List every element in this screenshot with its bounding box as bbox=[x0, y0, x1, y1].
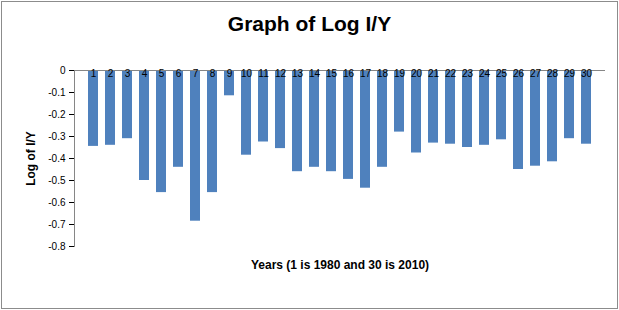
svg-text:20: 20 bbox=[411, 68, 423, 79]
svg-text:12: 12 bbox=[275, 68, 287, 79]
svg-text:13: 13 bbox=[292, 68, 304, 79]
svg-text:18: 18 bbox=[377, 68, 389, 79]
svg-text:19: 19 bbox=[394, 68, 406, 79]
svg-text:4: 4 bbox=[142, 68, 148, 79]
svg-text:16: 16 bbox=[343, 68, 355, 79]
svg-text:2: 2 bbox=[108, 68, 114, 79]
svg-text:25: 25 bbox=[496, 68, 508, 79]
svg-text:-0.7: -0.7 bbox=[48, 219, 66, 230]
svg-text:5: 5 bbox=[159, 68, 165, 79]
svg-text:-0.5: -0.5 bbox=[48, 175, 66, 186]
svg-text:10: 10 bbox=[241, 68, 253, 79]
svg-text:15: 15 bbox=[326, 68, 338, 79]
svg-text:14: 14 bbox=[309, 68, 321, 79]
svg-text:-0.3: -0.3 bbox=[48, 131, 66, 142]
svg-text:Years (1 is 1980 and 30 is 201: Years (1 is 1980 and 30 is 2010) bbox=[251, 258, 429, 272]
svg-text:29: 29 bbox=[564, 68, 576, 79]
svg-text:26: 26 bbox=[513, 68, 525, 79]
svg-text:-0.4: -0.4 bbox=[48, 153, 66, 164]
svg-text:-0.8: -0.8 bbox=[48, 241, 66, 252]
svg-text:Log of I/Y: Log of I/Y bbox=[24, 131, 38, 186]
svg-text:1: 1 bbox=[91, 68, 97, 79]
svg-text:-0.6: -0.6 bbox=[48, 197, 66, 208]
svg-text:21: 21 bbox=[428, 68, 440, 79]
svg-text:27: 27 bbox=[530, 68, 542, 79]
svg-text:11: 11 bbox=[258, 68, 269, 79]
svg-text:3: 3 bbox=[125, 68, 131, 79]
svg-text:7: 7 bbox=[193, 68, 199, 79]
svg-text:6: 6 bbox=[176, 68, 182, 79]
svg-text:17: 17 bbox=[360, 68, 372, 79]
svg-text:0: 0 bbox=[60, 65, 66, 76]
svg-text:8: 8 bbox=[210, 68, 216, 79]
svg-text:23: 23 bbox=[462, 68, 474, 79]
svg-text:24: 24 bbox=[479, 68, 491, 79]
html-text:Graph of Log I/Y: Graph of Log I/Y bbox=[227, 12, 392, 35]
svg-text:-0.1: -0.1 bbox=[48, 87, 66, 98]
svg-text:-0.2: -0.2 bbox=[48, 109, 66, 120]
svg-text:30: 30 bbox=[581, 68, 593, 79]
svg-text:28: 28 bbox=[547, 68, 559, 79]
svg-text:22: 22 bbox=[445, 68, 457, 79]
svg-text:9: 9 bbox=[227, 68, 233, 79]
